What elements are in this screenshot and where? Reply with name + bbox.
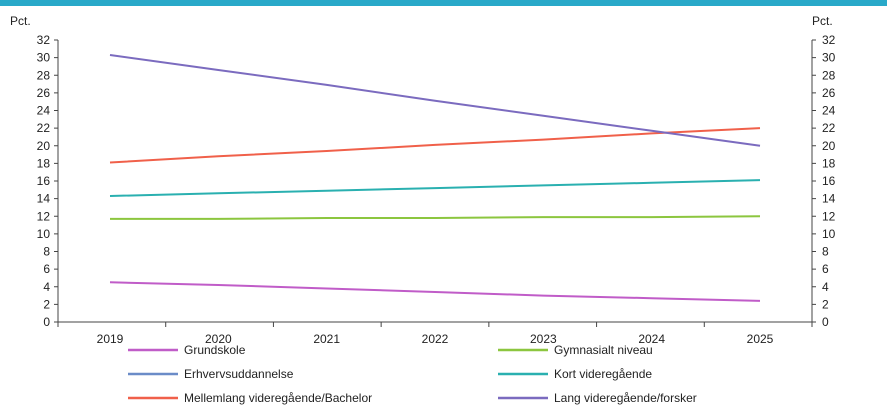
x-tick-label: 2022 <box>422 332 449 346</box>
x-tick-label: 2024 <box>638 332 665 346</box>
y-tick-label-left: 32 <box>37 33 51 47</box>
y-tick-label-right: 26 <box>822 86 836 100</box>
y-tick-label-left: 12 <box>37 209 51 223</box>
y-tick-label-right: 2 <box>822 297 829 311</box>
x-tick-label: 2021 <box>313 332 340 346</box>
legend-label: Erhvervsuddannelse <box>184 367 294 381</box>
series-line <box>109 179 761 197</box>
y-axis-label-right: Pct. <box>812 14 833 28</box>
x-tick-label: 2025 <box>747 332 774 346</box>
y-tick-label-right: 0 <box>822 315 829 329</box>
y-tick-label-left: 4 <box>43 280 50 294</box>
y-tick-label-left: 26 <box>37 86 51 100</box>
y-tick-label-left: 30 <box>37 51 51 65</box>
legend-label: Mellemlang videregående/Bachelor <box>184 391 372 405</box>
y-tick-label-right: 10 <box>822 227 836 241</box>
x-tick-label: 2020 <box>205 332 232 346</box>
legend-label: Grundskole <box>184 343 246 357</box>
y-tick-label-right: 16 <box>822 174 836 188</box>
y-tick-label-right: 6 <box>822 262 829 276</box>
legend: Grundskole Gymnasialt niveau Erhvervsuddan… <box>128 343 697 405</box>
y-tick-label-left: 10 <box>37 227 51 241</box>
y-tick-label-left: 8 <box>43 245 50 259</box>
y-tick-label-right: 14 <box>822 192 836 206</box>
y-tick-label-left: 24 <box>37 104 51 118</box>
y-tick-label-left: 6 <box>43 262 50 276</box>
y-tick-label-right: 12 <box>822 209 836 223</box>
x-tick-label: 2019 <box>97 332 124 346</box>
series-line <box>109 281 761 302</box>
y-tick-label-left: 16 <box>37 174 51 188</box>
y-tick-label-left: 20 <box>37 139 51 153</box>
legend-label: Gymnasialt niveau <box>554 343 653 357</box>
y-tick-label-left: 14 <box>37 192 51 206</box>
x-tick-label: 2023 <box>530 332 557 346</box>
y-tick-label-right: 20 <box>822 139 836 153</box>
header-accent-bar <box>0 0 887 6</box>
y-tick-label-right: 18 <box>822 156 836 170</box>
y-tick-label-left: 22 <box>37 121 51 135</box>
series-line <box>109 54 761 147</box>
y-tick-label-left: 18 <box>37 156 51 170</box>
y-tick-label-left: 0 <box>43 315 50 329</box>
y-tick-label-right: 24 <box>822 104 836 118</box>
y-tick-label-right: 4 <box>822 280 829 294</box>
y-tick-label-right: 8 <box>822 245 829 259</box>
y-tick-label-right: 28 <box>822 68 836 82</box>
y-tick-label-left: 2 <box>43 297 50 311</box>
series-lines <box>109 54 761 302</box>
legend-label: Kort videregående <box>554 367 652 381</box>
y-tick-label-right: 30 <box>822 51 836 65</box>
y-tick-label-right: 32 <box>822 33 836 47</box>
y-tick-label-right: 22 <box>822 121 836 135</box>
series-line <box>109 127 761 164</box>
legend-label: Lang videregående/forsker <box>554 391 697 405</box>
y-tick-label-left: 28 <box>37 68 51 82</box>
series-line <box>110 215 761 220</box>
y-axis-label-left: Pct. <box>10 14 31 28</box>
